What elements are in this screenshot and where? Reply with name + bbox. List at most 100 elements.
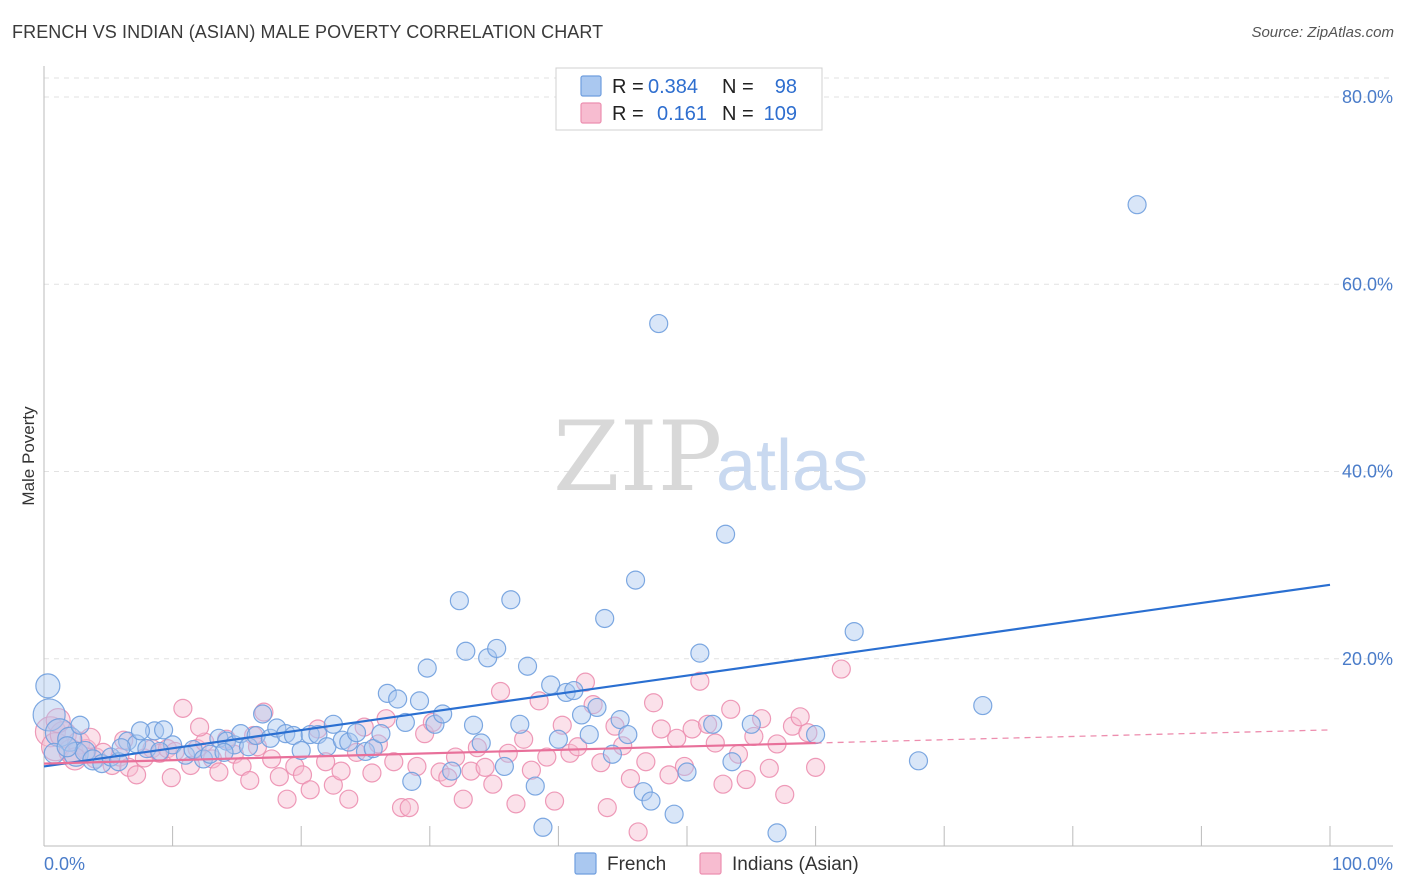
indian-point	[475, 757, 495, 777]
indian-point	[45, 707, 71, 734]
indian-point	[269, 767, 289, 787]
french-point	[442, 761, 462, 781]
indian-point	[759, 758, 779, 778]
indian-point	[292, 765, 313, 785]
french-point	[641, 791, 661, 811]
indian-point	[713, 774, 733, 794]
legend-n-value-indian: 109	[764, 103, 797, 125]
french-point	[402, 771, 422, 791]
watermark: ZIP atlas	[553, 401, 868, 513]
french-point	[463, 715, 484, 735]
bottom-legend-swatch-french	[574, 852, 597, 875]
french-point	[602, 744, 623, 764]
french-point	[417, 658, 437, 678]
french-point	[346, 723, 367, 743]
french-point	[610, 710, 630, 730]
indian-point	[119, 757, 139, 777]
french-point	[377, 683, 397, 703]
indian-point	[79, 727, 101, 749]
legend-r-label-french: R =	[612, 76, 644, 98]
french-point	[253, 704, 273, 724]
y-tick-label: 20.0%	[1342, 649, 1393, 669]
french-point	[677, 762, 697, 782]
indian-point	[407, 756, 427, 777]
french-point	[291, 740, 311, 761]
indian-point	[775, 784, 795, 805]
axes	[43, 66, 1393, 847]
indian-point	[209, 762, 229, 782]
french-point	[844, 621, 864, 642]
legend: R = 0.384 N = 98 R = 0.161 N = 109	[555, 67, 823, 131]
bottom-legend-swatch-indian	[699, 852, 722, 875]
indian-point	[805, 757, 826, 777]
watermark-zip-text: ZIP	[553, 401, 722, 513]
indian-point	[453, 789, 473, 809]
legend-n-label-french: N =	[722, 76, 754, 98]
indian-point	[697, 714, 718, 734]
y-tick-label: 40.0%	[1342, 462, 1393, 482]
indian-point	[751, 709, 772, 729]
indian-point	[506, 794, 526, 814]
french-point	[456, 641, 476, 661]
french-point	[741, 714, 761, 734]
chart-title: FRENCH VS INDIAN (ASIAN) MALE POVERTY CO…	[12, 22, 604, 42]
indian-point	[483, 774, 503, 794]
indian-point	[790, 707, 810, 727]
x-tick-label-min: 0.0%	[44, 854, 85, 874]
indian-point	[597, 798, 617, 818]
french-point	[973, 695, 993, 716]
french-point	[501, 590, 521, 610]
french-point	[908, 751, 929, 771]
french-point	[130, 721, 151, 741]
french-point	[388, 689, 408, 709]
french-point	[70, 715, 90, 735]
indian-point	[544, 791, 565, 811]
grid-lines	[44, 77, 1393, 660]
indian-point	[568, 737, 588, 757]
indian-point	[277, 789, 297, 809]
indian-point	[514, 729, 534, 749]
french-point	[525, 776, 545, 796]
french-point	[548, 729, 569, 749]
french-point	[571, 705, 592, 725]
indian-point	[690, 671, 710, 691]
legend-r-label-indian: R =	[612, 103, 644, 125]
indian-point	[384, 752, 404, 772]
indian-point	[682, 719, 702, 739]
french-point	[767, 823, 787, 843]
legend-n-value-french: 98	[775, 76, 797, 98]
french-point	[1127, 195, 1147, 215]
french-point	[395, 712, 415, 733]
indian-point	[831, 659, 851, 679]
indian-point	[391, 798, 412, 818]
bottom-legend-label-french: French	[607, 854, 666, 875]
legend-r-value-indian: 0.161	[657, 103, 707, 125]
french-point	[690, 643, 710, 663]
french-trend-line	[43, 583, 1331, 768]
indian-point	[537, 747, 557, 767]
indian-point	[736, 769, 756, 790]
french-point	[32, 698, 66, 732]
french-point	[494, 756, 514, 777]
french-point	[579, 724, 599, 745]
french-point	[722, 752, 742, 772]
french-point	[153, 720, 174, 740]
indian-point	[262, 749, 282, 769]
french-point	[449, 591, 469, 611]
french-point	[363, 739, 383, 759]
french-point	[625, 570, 646, 590]
indian-point	[521, 760, 541, 780]
french-point	[517, 656, 538, 676]
french-point	[371, 724, 391, 744]
french-point	[425, 714, 445, 734]
indian-point	[721, 699, 741, 719]
french-point	[433, 704, 453, 724]
indian-point	[362, 763, 382, 783]
indian-point	[636, 752, 656, 772]
french-point	[664, 804, 684, 824]
indian-point	[399, 798, 419, 818]
french-point	[805, 724, 826, 745]
indian-point	[331, 761, 351, 781]
legend-swatch-french	[580, 75, 602, 97]
